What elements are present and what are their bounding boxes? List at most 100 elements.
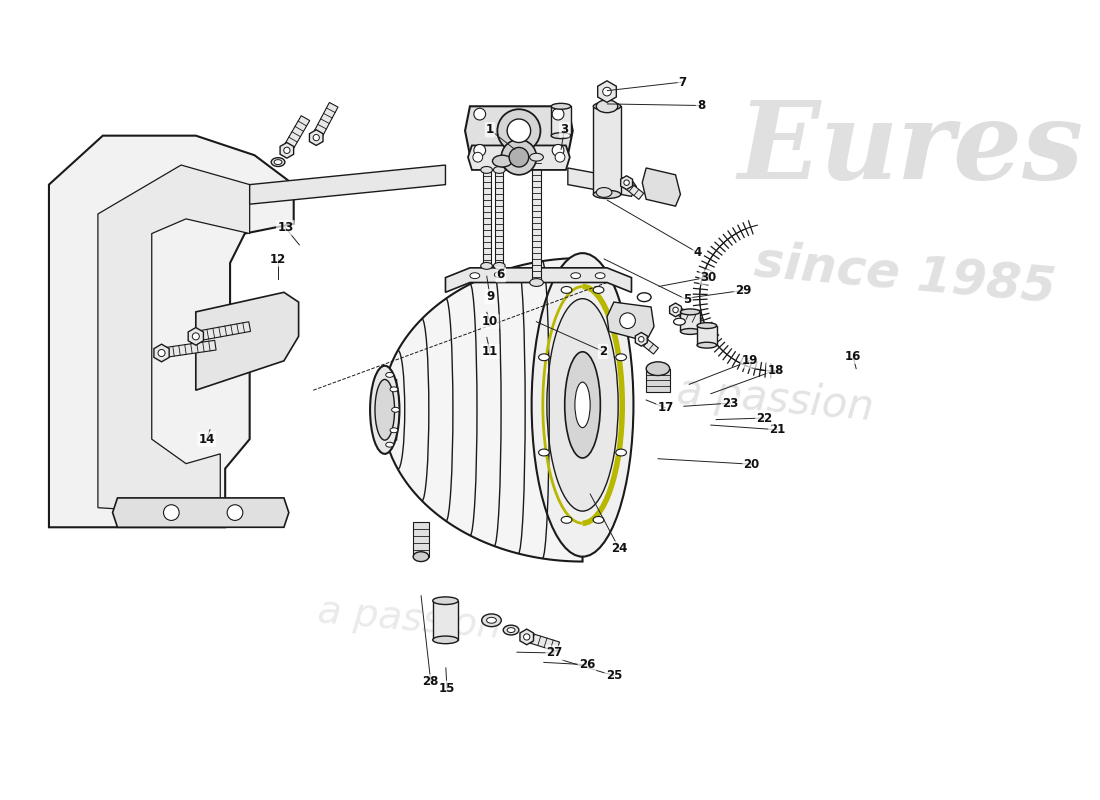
Text: 19: 19 xyxy=(741,354,758,367)
Ellipse shape xyxy=(503,625,519,635)
Ellipse shape xyxy=(575,382,591,428)
Polygon shape xyxy=(495,170,503,266)
Text: Eu: Eu xyxy=(738,96,899,202)
Text: 22: 22 xyxy=(757,411,773,425)
Polygon shape xyxy=(531,157,541,282)
Ellipse shape xyxy=(564,352,601,458)
Polygon shape xyxy=(597,81,616,102)
Polygon shape xyxy=(670,303,682,317)
Circle shape xyxy=(673,307,679,313)
Ellipse shape xyxy=(386,373,394,378)
Circle shape xyxy=(624,180,629,186)
Ellipse shape xyxy=(414,552,429,562)
Polygon shape xyxy=(483,170,491,266)
Ellipse shape xyxy=(637,293,651,302)
Ellipse shape xyxy=(681,309,700,315)
Ellipse shape xyxy=(697,322,717,329)
Ellipse shape xyxy=(616,449,627,456)
Ellipse shape xyxy=(481,262,493,270)
Polygon shape xyxy=(646,369,670,392)
Ellipse shape xyxy=(493,155,512,167)
Circle shape xyxy=(227,505,243,521)
Ellipse shape xyxy=(494,272,504,278)
Circle shape xyxy=(474,108,485,120)
Ellipse shape xyxy=(571,273,581,278)
Ellipse shape xyxy=(593,190,620,198)
Ellipse shape xyxy=(274,160,282,165)
Polygon shape xyxy=(154,344,169,362)
Ellipse shape xyxy=(697,342,717,348)
Circle shape xyxy=(497,110,540,152)
Text: 21: 21 xyxy=(769,423,785,436)
Polygon shape xyxy=(283,116,310,153)
Text: 29: 29 xyxy=(735,284,751,297)
Polygon shape xyxy=(468,146,570,170)
Text: a passion: a passion xyxy=(675,370,876,430)
Ellipse shape xyxy=(561,517,572,523)
Polygon shape xyxy=(309,130,323,146)
Text: 4: 4 xyxy=(694,246,702,259)
Ellipse shape xyxy=(531,253,634,557)
Text: 12: 12 xyxy=(270,253,286,266)
Polygon shape xyxy=(161,340,216,358)
Ellipse shape xyxy=(593,102,620,110)
Polygon shape xyxy=(50,136,294,527)
Text: 17: 17 xyxy=(658,402,673,414)
Ellipse shape xyxy=(494,166,505,174)
Polygon shape xyxy=(98,165,250,513)
Polygon shape xyxy=(636,333,647,346)
Text: 3: 3 xyxy=(560,123,569,136)
Ellipse shape xyxy=(595,273,605,278)
Text: 25: 25 xyxy=(606,669,621,682)
Polygon shape xyxy=(196,292,298,390)
Ellipse shape xyxy=(539,354,549,361)
Polygon shape xyxy=(465,106,573,155)
Polygon shape xyxy=(188,327,204,345)
Ellipse shape xyxy=(593,517,604,523)
Polygon shape xyxy=(639,336,659,354)
Ellipse shape xyxy=(539,449,549,456)
Text: 24: 24 xyxy=(612,542,627,555)
Polygon shape xyxy=(414,522,429,557)
Polygon shape xyxy=(526,632,560,651)
Polygon shape xyxy=(195,322,251,341)
Text: 30: 30 xyxy=(701,270,717,283)
Ellipse shape xyxy=(386,442,394,447)
Ellipse shape xyxy=(390,387,398,392)
Ellipse shape xyxy=(551,103,571,110)
Ellipse shape xyxy=(646,362,670,375)
Circle shape xyxy=(502,139,537,175)
Text: 26: 26 xyxy=(579,658,595,671)
Polygon shape xyxy=(250,165,446,204)
Ellipse shape xyxy=(432,636,459,644)
Polygon shape xyxy=(382,258,583,562)
Polygon shape xyxy=(620,176,632,190)
Polygon shape xyxy=(642,168,681,206)
Polygon shape xyxy=(551,106,571,136)
Ellipse shape xyxy=(375,379,395,440)
Text: 11: 11 xyxy=(482,345,498,358)
Text: 5: 5 xyxy=(683,294,691,306)
Text: res: res xyxy=(898,96,1085,202)
Ellipse shape xyxy=(470,273,480,278)
Polygon shape xyxy=(624,182,644,199)
Circle shape xyxy=(474,145,485,156)
Ellipse shape xyxy=(616,354,627,361)
Polygon shape xyxy=(568,168,637,196)
Text: 8: 8 xyxy=(697,99,705,112)
Text: 1: 1 xyxy=(486,123,494,136)
Circle shape xyxy=(473,152,483,162)
Ellipse shape xyxy=(530,154,543,161)
Ellipse shape xyxy=(482,614,502,626)
Ellipse shape xyxy=(596,100,618,113)
Text: 7: 7 xyxy=(679,75,686,89)
Ellipse shape xyxy=(596,187,612,198)
Ellipse shape xyxy=(370,366,399,454)
Text: 23: 23 xyxy=(722,397,738,410)
Text: a passion: a passion xyxy=(316,592,503,646)
Polygon shape xyxy=(593,106,620,194)
Ellipse shape xyxy=(481,166,493,174)
Text: 13: 13 xyxy=(277,221,294,234)
Ellipse shape xyxy=(551,133,571,138)
Ellipse shape xyxy=(547,298,618,511)
